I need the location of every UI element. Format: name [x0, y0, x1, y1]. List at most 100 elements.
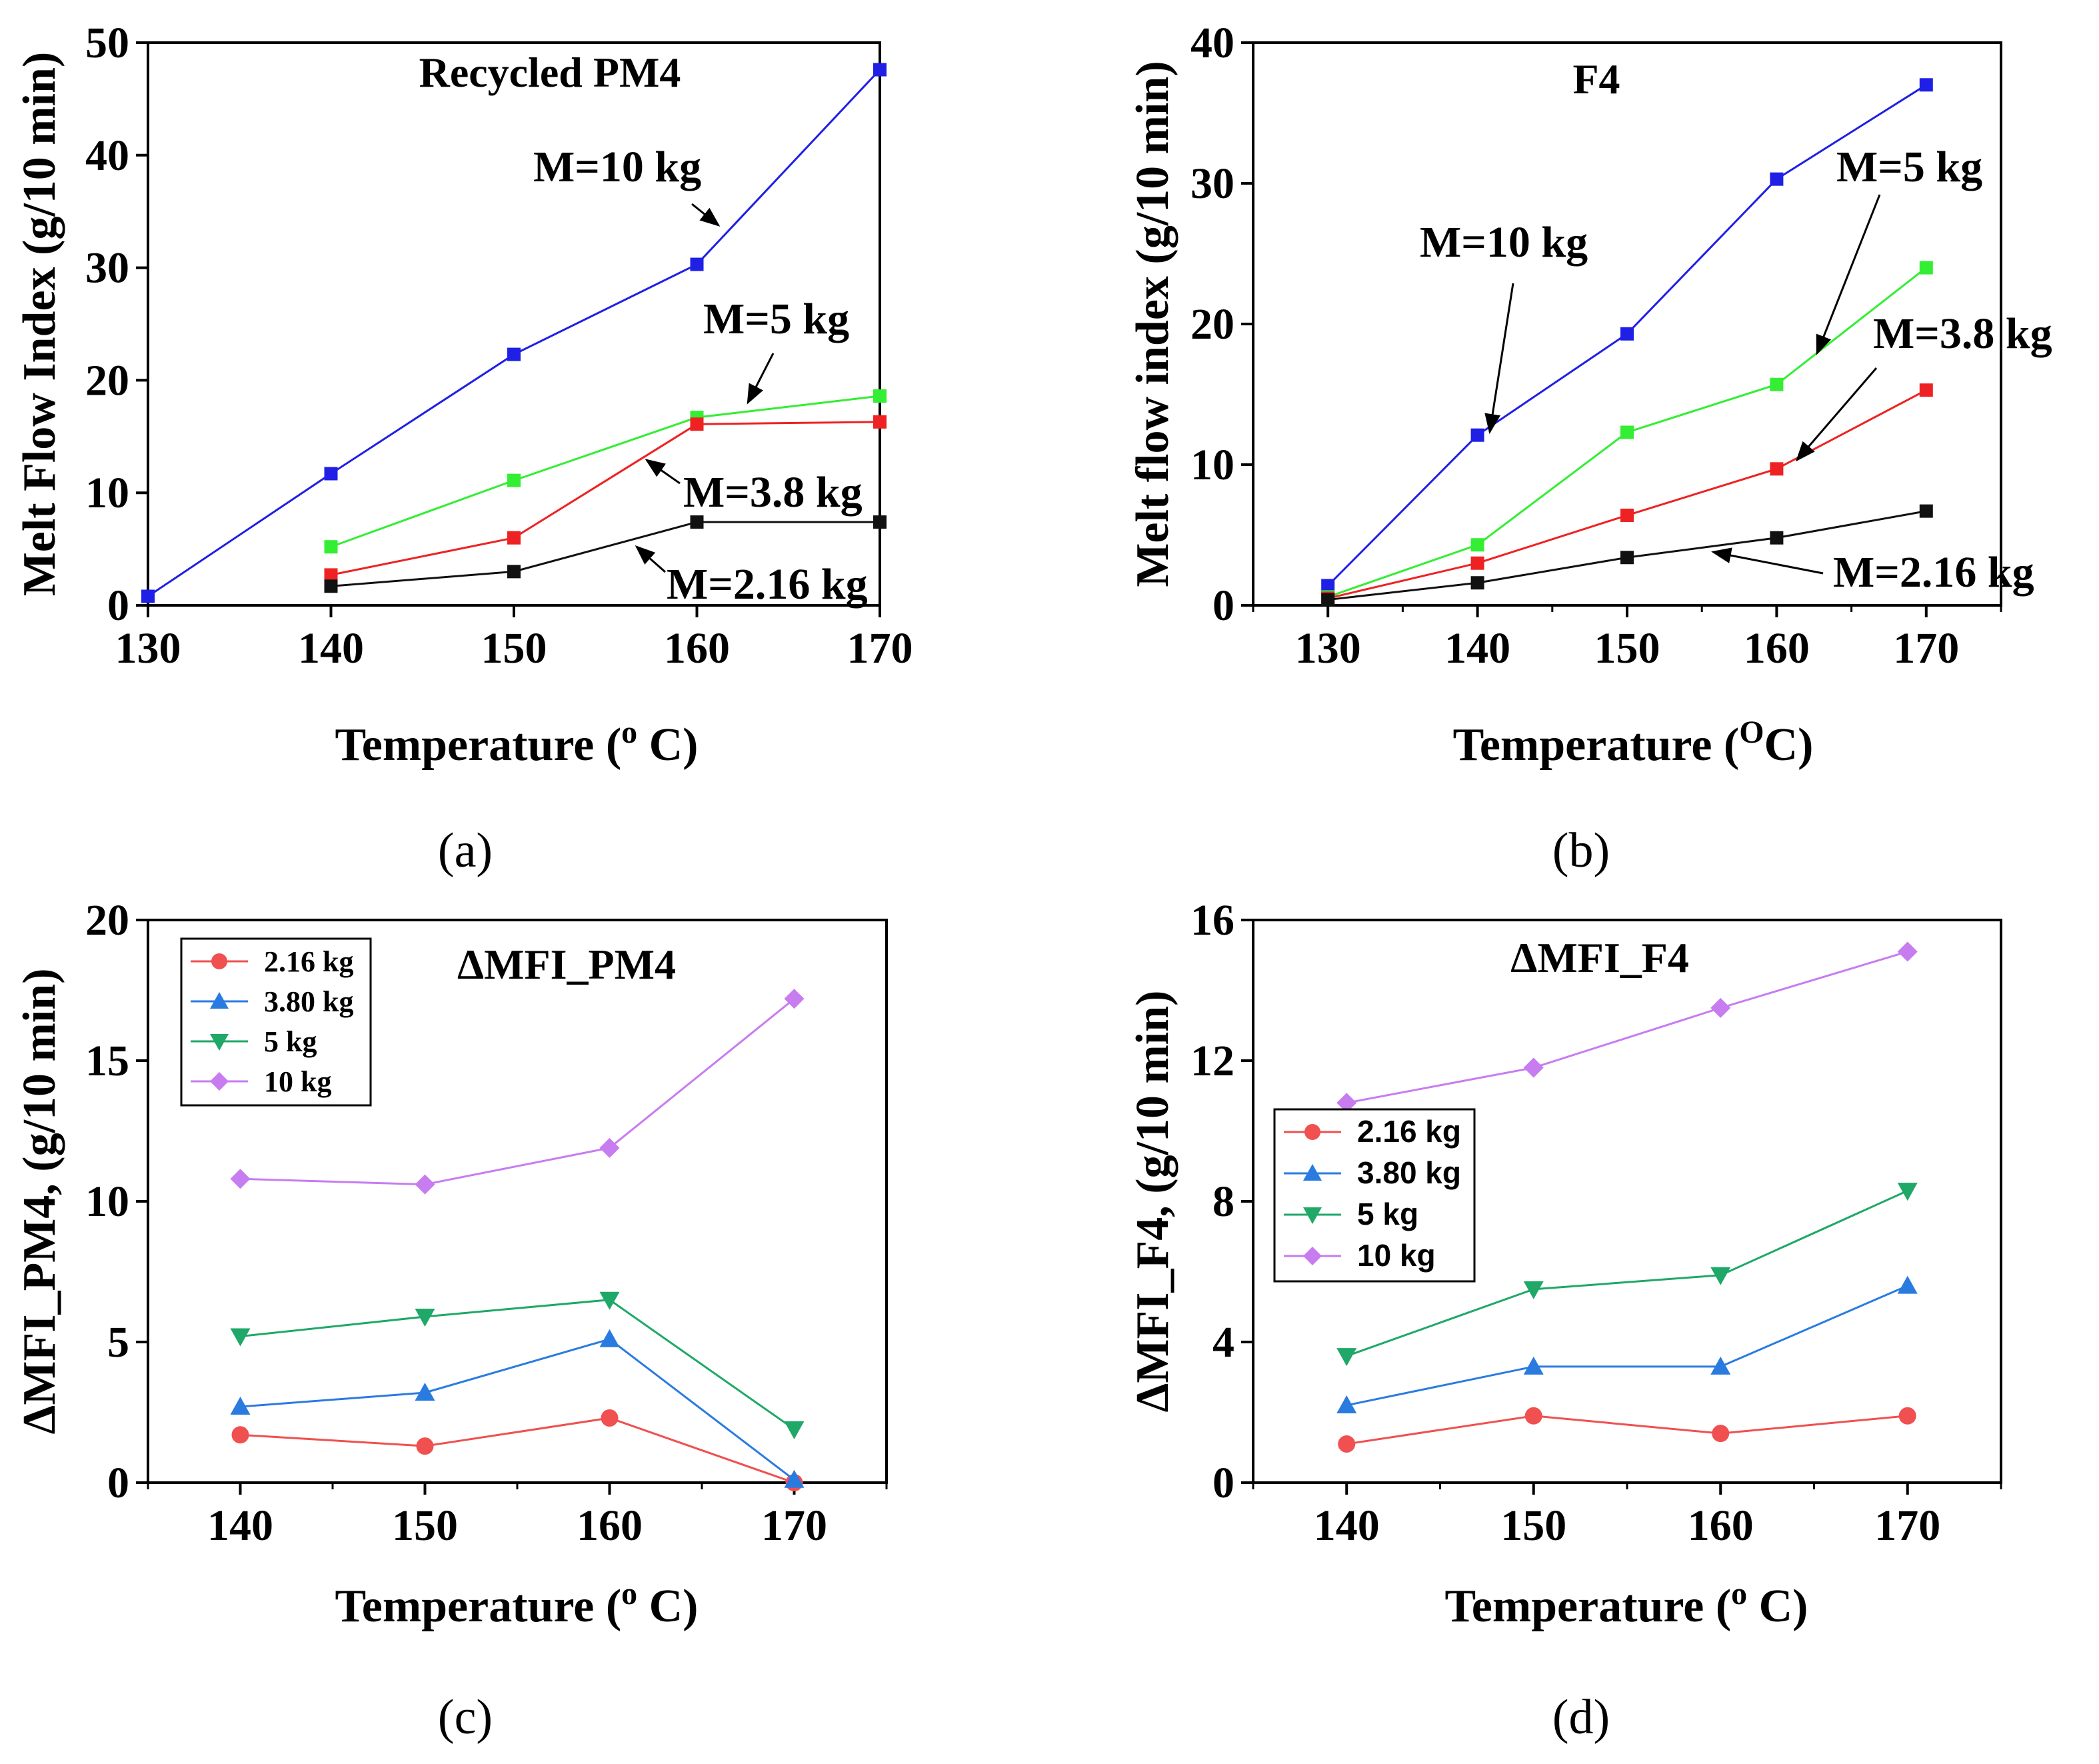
legend-label: 5 kg — [264, 1025, 317, 1058]
annotation-m10: M=10 kg — [533, 143, 701, 191]
x-axis-label: Temperature (o C) — [335, 1576, 698, 1632]
data-point — [1897, 1275, 1918, 1294]
panel-title: Recycled PM4 — [419, 49, 681, 96]
annotation-arrow-m38 — [645, 459, 681, 485]
x-tick-label: 130 — [1295, 624, 1361, 673]
y-tick-label: 16 — [1190, 896, 1234, 945]
x-axis-label: Temperature (OC) — [1453, 715, 1814, 771]
series-line — [330, 395, 881, 548]
data-point — [873, 389, 887, 403]
x-tick-label: 160 — [1688, 1501, 1754, 1550]
data-point — [1523, 1281, 1544, 1299]
y-tick-label: 8 — [1212, 1177, 1234, 1226]
legend-marker — [1304, 1124, 1320, 1140]
y-tick-label: 30 — [85, 244, 129, 293]
series-line — [240, 1299, 795, 1431]
data-point — [1470, 538, 1484, 552]
x-tick-label: 160 — [1744, 624, 1810, 673]
x-tick-label: 170 — [847, 624, 913, 673]
y-tick-label: 0 — [107, 1459, 129, 1507]
data-point — [1898, 1407, 1916, 1425]
data-point — [784, 1421, 805, 1439]
x-tick-label: 140 — [298, 624, 364, 673]
data-point — [599, 1291, 620, 1310]
legend-label: 2.16 kg — [1357, 1114, 1461, 1149]
y-ticks: 0 10 20 30 40 — [1190, 19, 1253, 630]
data-point — [1919, 78, 1933, 92]
data-point — [784, 989, 805, 1009]
annotation-m216: M=2.16 kg — [1833, 548, 2034, 597]
series-group — [1336, 941, 1918, 1453]
y-axis-label: Melt Flow Index (g/10 min) — [14, 52, 65, 597]
data-point — [1710, 1356, 1731, 1375]
series-line — [331, 421, 881, 576]
legend-label: 10 kg — [1357, 1238, 1436, 1273]
x-ticks: 140 150 160 170 — [147, 1483, 888, 1550]
annotation-m216: M=2.16 kg — [667, 560, 868, 609]
legend-box — [180, 937, 372, 1107]
annotation-m5: M=5 kg — [1836, 143, 1982, 191]
data-point — [873, 515, 887, 529]
x-axis-label-superscript: o — [621, 715, 637, 750]
data-point — [324, 568, 338, 582]
data-point — [1770, 531, 1784, 545]
data-point — [1919, 383, 1933, 397]
data-point — [1710, 997, 1731, 1018]
y-tick-label: 12 — [1190, 1037, 1234, 1085]
panel-caption: (c) — [438, 1690, 493, 1745]
x-axis-label: Temperature (o C) — [335, 715, 698, 771]
data-point — [873, 415, 887, 429]
x-tick-label: 150 — [481, 624, 547, 673]
data-point — [324, 579, 338, 593]
y-tick-label: 5 — [107, 1318, 129, 1367]
x-ticks: 130 140 150 160 170 — [1252, 605, 2002, 673]
x-tick-label: 170 — [1893, 624, 1959, 673]
y-tick-label: 15 — [85, 1037, 129, 1085]
series-group — [230, 989, 805, 1491]
panel-caption: (d) — [1552, 1690, 1610, 1745]
data-point — [1470, 576, 1484, 590]
data-point — [784, 1469, 805, 1488]
x-ticks: 130 140 150 160 170 — [115, 605, 913, 673]
y-tick-label: 0 — [1212, 1459, 1234, 1507]
y-tick-label: 4 — [1212, 1318, 1234, 1367]
data-point — [1524, 1407, 1542, 1425]
series-line — [1346, 1415, 1908, 1445]
annotation-arrow-m216 — [1711, 547, 1824, 575]
x-tick-label: 170 — [1874, 1501, 1940, 1550]
panel-b: 0 10 20 30 40 130 140 150 160 170 F4 Melt flow i… — [1127, 19, 2052, 878]
x-tick-label: 150 — [392, 1501, 458, 1550]
y-tick-label: 20 — [1190, 300, 1234, 349]
data-point — [1620, 551, 1634, 565]
data-point — [1321, 593, 1335, 607]
series-group — [141, 63, 887, 603]
annotation-m10: M=10 kg — [1420, 218, 1588, 267]
series-line — [1346, 951, 1908, 1104]
y-ticks: 0 10 20 30 40 50 — [85, 19, 148, 630]
data-point — [1523, 1057, 1544, 1078]
panel-caption: (b) — [1552, 823, 1610, 878]
data-point — [690, 515, 704, 529]
data-point — [690, 417, 704, 431]
data-point — [1770, 462, 1784, 476]
data-point — [507, 347, 521, 361]
annotation-arrow-m5 — [747, 353, 775, 405]
y-tick-label: 0 — [1212, 581, 1234, 630]
data-point — [1897, 1183, 1918, 1201]
y-tick-label: 40 — [85, 131, 129, 180]
data-point — [1321, 579, 1335, 593]
legend-marker — [1303, 1164, 1322, 1181]
data-point — [1710, 1267, 1731, 1285]
data-point — [1897, 941, 1918, 962]
y-tick-label: 20 — [85, 356, 129, 405]
legend-marker — [211, 953, 227, 969]
data-point — [231, 1426, 249, 1444]
panel-title: F4 — [1572, 55, 1620, 103]
x-tick-label: 170 — [761, 1501, 827, 1550]
x-tick-label: 140 — [207, 1501, 273, 1550]
x-axis-label-superscript: o — [621, 1576, 637, 1611]
data-point — [324, 540, 338, 554]
y-ticks: 0 4 8 12 16 — [1190, 896, 1253, 1507]
data-point — [416, 1437, 434, 1455]
